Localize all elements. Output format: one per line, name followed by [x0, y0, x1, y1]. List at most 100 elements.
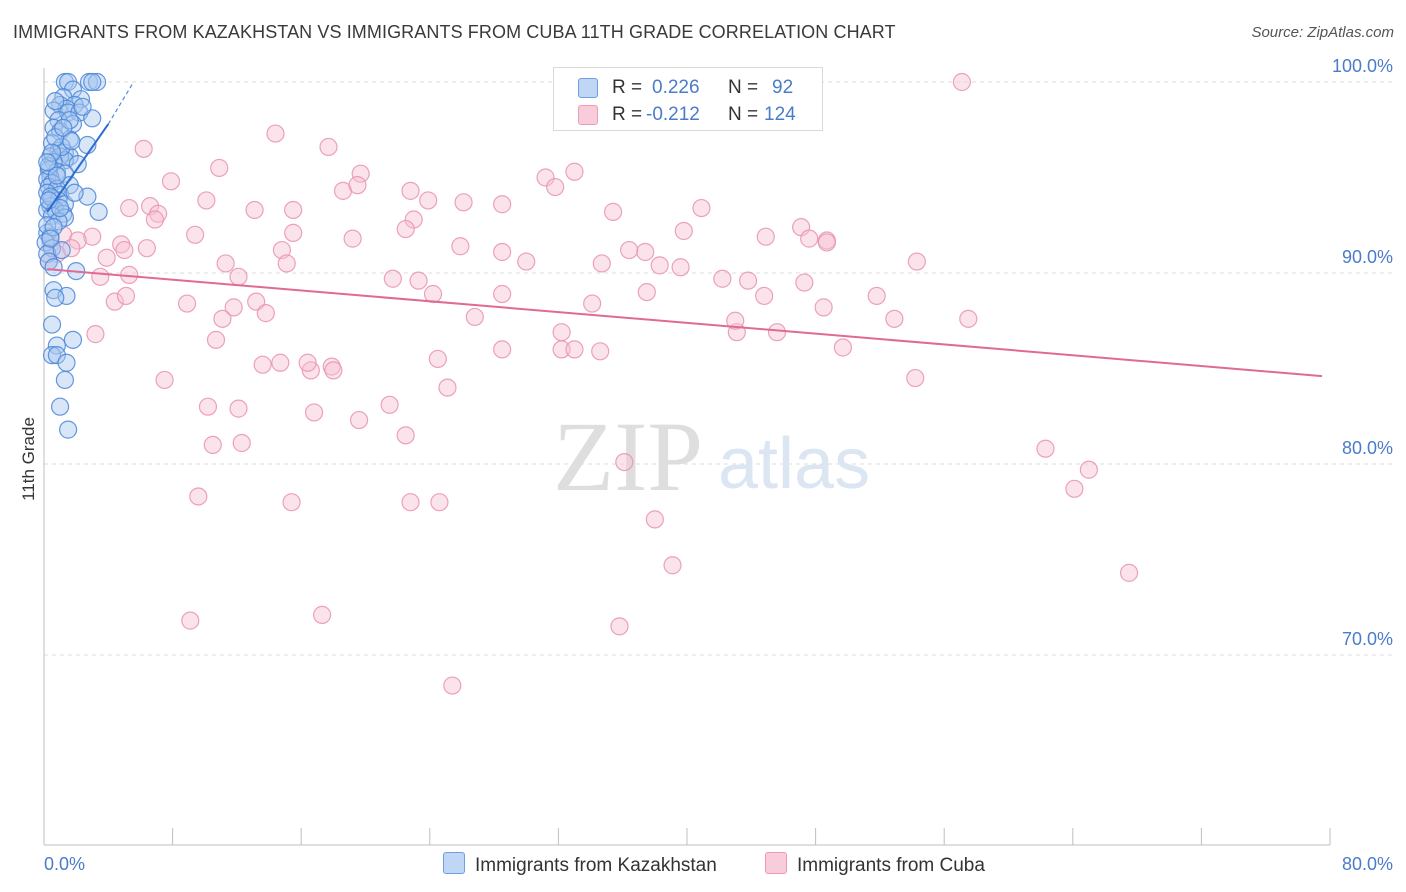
data-point — [120, 198, 139, 218]
data-point — [674, 221, 693, 241]
data-point — [493, 284, 512, 304]
data-point — [465, 307, 484, 327]
data-point — [1065, 479, 1084, 498]
gridlines — [44, 81, 1392, 656]
data-point — [57, 286, 76, 306]
data-point — [493, 195, 512, 214]
x-tick-label: 0.0% — [44, 854, 85, 874]
data-point — [454, 193, 473, 212]
data-point — [210, 158, 229, 178]
bottom-legend-cuba: Immigrants from Cuba — [765, 852, 985, 877]
data-point — [349, 410, 369, 430]
data-point — [284, 200, 303, 220]
data-point — [87, 72, 107, 92]
data-point — [755, 286, 774, 306]
data-point — [637, 283, 656, 302]
data-point — [197, 191, 216, 210]
data-point — [650, 256, 669, 275]
data-point — [419, 191, 438, 210]
data-point — [428, 349, 447, 369]
data-point — [319, 137, 338, 157]
series-cuba — [39, 72, 1139, 695]
data-point — [161, 172, 181, 191]
trendline-cuba — [47, 268, 1323, 378]
data-point — [224, 298, 243, 317]
data-point — [206, 330, 226, 349]
data-point — [663, 556, 682, 575]
data-point — [38, 216, 57, 235]
data-point — [401, 181, 420, 200]
series-kazakhstan — [36, 72, 108, 439]
data-point — [89, 202, 108, 221]
data-point — [203, 435, 222, 454]
bottom-legend-kazakhstan: Immigrants from Kazakhstan — [443, 852, 717, 877]
data-point — [91, 267, 110, 286]
data-point — [348, 176, 367, 195]
data-point — [351, 164, 370, 183]
data-point — [213, 309, 232, 328]
data-point — [47, 346, 66, 365]
data-point — [115, 240, 134, 260]
data-point — [46, 91, 65, 111]
data-point — [1119, 563, 1139, 582]
data-point — [46, 288, 65, 307]
data-point — [83, 72, 102, 92]
data-point — [907, 252, 926, 271]
y-tick-label: 80.0% — [1342, 438, 1393, 458]
data-point — [383, 269, 402, 288]
bottom-legend-swatch-cuba — [765, 852, 787, 874]
data-point — [423, 284, 443, 304]
data-point — [62, 132, 81, 151]
data-point — [68, 231, 87, 250]
data-point — [277, 254, 296, 273]
data-point — [59, 420, 78, 439]
watermark-zip: ZIP — [553, 401, 703, 512]
data-point — [47, 166, 66, 185]
data-point — [1036, 439, 1055, 458]
trendline-kazakhstan — [46, 123, 110, 213]
data-point — [186, 225, 205, 244]
data-point — [57, 353, 76, 372]
correlation-legend: R = 0.226 N = 92 R = -0.212 N = 124 — [553, 67, 823, 131]
bottom-legend-swatch-kazakhstan — [443, 852, 465, 874]
data-point — [38, 153, 57, 172]
data-point — [552, 340, 571, 359]
watermark-atlas: atlas — [718, 424, 870, 504]
data-point — [50, 198, 70, 218]
legend-swatch-cuba — [578, 105, 598, 125]
data-point — [55, 370, 74, 390]
data-point — [116, 286, 136, 306]
data-point — [86, 325, 105, 344]
data-point — [493, 340, 512, 359]
legend-n-value: 92 — [772, 77, 794, 98]
data-point — [52, 240, 71, 260]
bottom-legend-label-cuba: Immigrants from Cuba — [797, 855, 985, 876]
legend-swatch-kazakhstan — [578, 78, 598, 98]
legend-n-label: N = — [728, 77, 759, 98]
data-point — [266, 124, 285, 143]
data-point — [189, 487, 208, 506]
data-point — [833, 338, 853, 357]
data-point — [42, 143, 62, 162]
legend-n-value: 124 — [764, 104, 796, 125]
data-point — [41, 229, 60, 248]
data-point — [885, 309, 904, 328]
data-point — [298, 353, 317, 372]
data-point — [44, 218, 63, 237]
data-point — [304, 403, 324, 422]
data-point — [282, 493, 301, 512]
trendline-kazakhstan-extension — [107, 83, 133, 125]
data-point — [756, 227, 775, 246]
data-point — [430, 493, 449, 512]
x-tick-labels: 0.0% 80.0% — [44, 854, 1393, 874]
data-point — [155, 370, 174, 390]
data-point — [867, 286, 886, 306]
data-point — [42, 315, 62, 334]
data-point — [401, 493, 420, 512]
y-tick-label: 90.0% — [1342, 247, 1393, 267]
data-point — [42, 134, 62, 153]
data-point — [229, 399, 248, 418]
trendlines — [46, 83, 1323, 378]
data-point — [380, 395, 399, 414]
data-point — [47, 336, 66, 355]
